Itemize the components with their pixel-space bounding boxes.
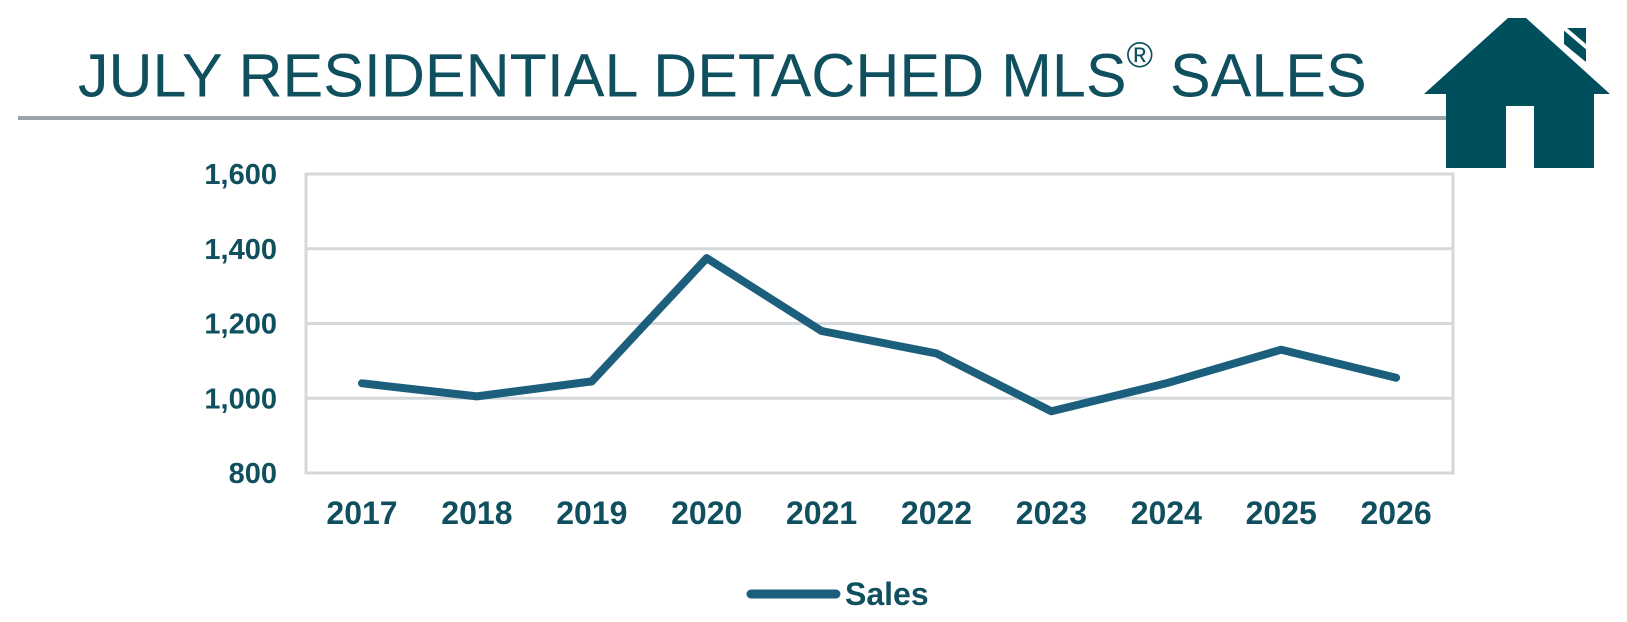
x-tick-label: 2021 [786,495,857,531]
x-tick-label: 2022 [901,495,972,531]
x-tick-label: 2026 [1361,495,1432,531]
title-end: SALES [1153,41,1367,110]
x-tick-label: 2019 [556,495,627,531]
x-tick-label: 2017 [326,495,397,531]
plot-area-frame [304,172,1455,475]
gridlines [306,247,1453,400]
legend: Sales [746,576,929,612]
series-lines [358,254,1401,416]
x-tick-label: 2018 [441,495,512,531]
y-tick-label: 1,000 [204,383,277,415]
x-axis-tick-labels: 2017 2018 2019 2020 2021 2022 2023 2024 2025 2026 [326,495,1431,531]
page-title: JULY RESIDENTIAL DETACHED MLS® SALES [78,28,1367,110]
y-tick-label: 1,600 [204,159,277,191]
x-tick-label: 2020 [671,495,742,531]
registered-mark: ® [1126,34,1154,75]
x-tick-label: 2025 [1246,495,1317,531]
y-axis-tick-labels: 800 1,000 1,200 1,400 1,600 [204,159,277,490]
house-icon [1424,18,1610,168]
legend-label: Sales [845,576,929,612]
x-tick-label: 2023 [1016,495,1087,531]
title-divider [18,116,1450,120]
y-tick-label: 1,200 [204,309,277,341]
series-line-sales [358,254,1401,416]
title-main: JULY RESIDENTIAL DETACHED MLS [78,41,1127,110]
y-tick-label: 1,400 [204,234,277,266]
x-tick-label: 2024 [1131,495,1202,531]
y-tick-label: 800 [229,458,277,490]
